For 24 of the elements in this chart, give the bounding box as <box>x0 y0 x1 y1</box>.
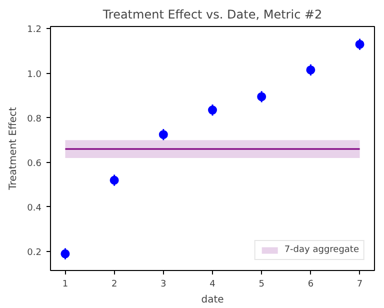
x-tick-label: 1 <box>62 280 68 290</box>
x-tick-label: 4 <box>210 280 216 290</box>
chart-title: Treatment Effect vs. Date, Metric #2 <box>102 8 322 22</box>
point <box>257 92 266 102</box>
x-tick-label: 5 <box>258 280 264 290</box>
point <box>306 65 316 74</box>
point <box>158 130 168 140</box>
x-tick-label: 6 <box>308 280 314 290</box>
y-tick-label: 0.4 <box>27 203 42 214</box>
x-tick-label: 3 <box>160 280 166 290</box>
x-tick-label: 2 <box>111 280 118 290</box>
y-tick-label: 0.6 <box>27 158 42 169</box>
x-tick-label: 7 <box>356 280 363 290</box>
y-axis-title: Treatment Effect <box>8 107 20 191</box>
point <box>60 249 70 258</box>
y-tick-label: 0.2 <box>27 248 42 258</box>
point <box>110 176 119 185</box>
point <box>208 106 217 115</box>
y-tick-label: 0.8 <box>27 114 42 124</box>
legend-label: 7-day aggregate <box>284 245 359 255</box>
point <box>355 40 364 49</box>
x-axis-title: date <box>201 294 224 306</box>
y-tick-label: 1.2 <box>27 25 42 36</box>
y-tick-label: 1.0 <box>27 70 42 80</box>
